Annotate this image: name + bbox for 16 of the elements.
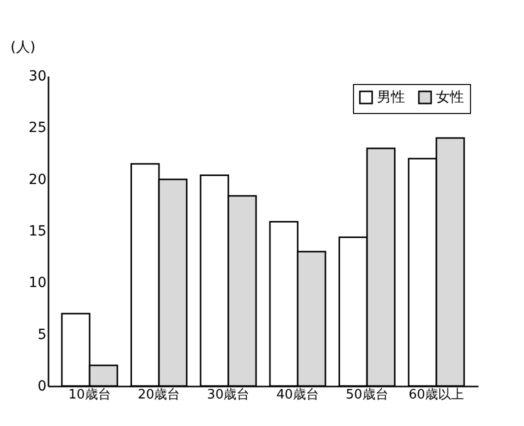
y-tick-label: 10: [28, 275, 46, 292]
x-tick-label: 60歳以上: [408, 388, 464, 402]
legend-label: 男性: [377, 89, 405, 106]
y-tick-label: 20: [28, 172, 46, 188]
x-tick-label: 20歳台: [138, 388, 180, 402]
y-tick-label: 0: [38, 378, 46, 394]
x-tick-label: 10歳台: [68, 388, 111, 402]
x-tick-label: 40歳台: [276, 388, 319, 402]
legend-label: 女性: [436, 89, 464, 106]
y-tick-label: 5: [38, 326, 46, 343]
y-tick-label: 25: [28, 120, 46, 136]
y-axis-title: (人): [10, 40, 36, 56]
x-tick-label: 30歳台: [207, 388, 250, 402]
x-tick-label: 50歳台: [346, 388, 388, 402]
y-tick-label: 15: [28, 224, 46, 240]
y-tick-label: 30: [28, 68, 46, 84]
